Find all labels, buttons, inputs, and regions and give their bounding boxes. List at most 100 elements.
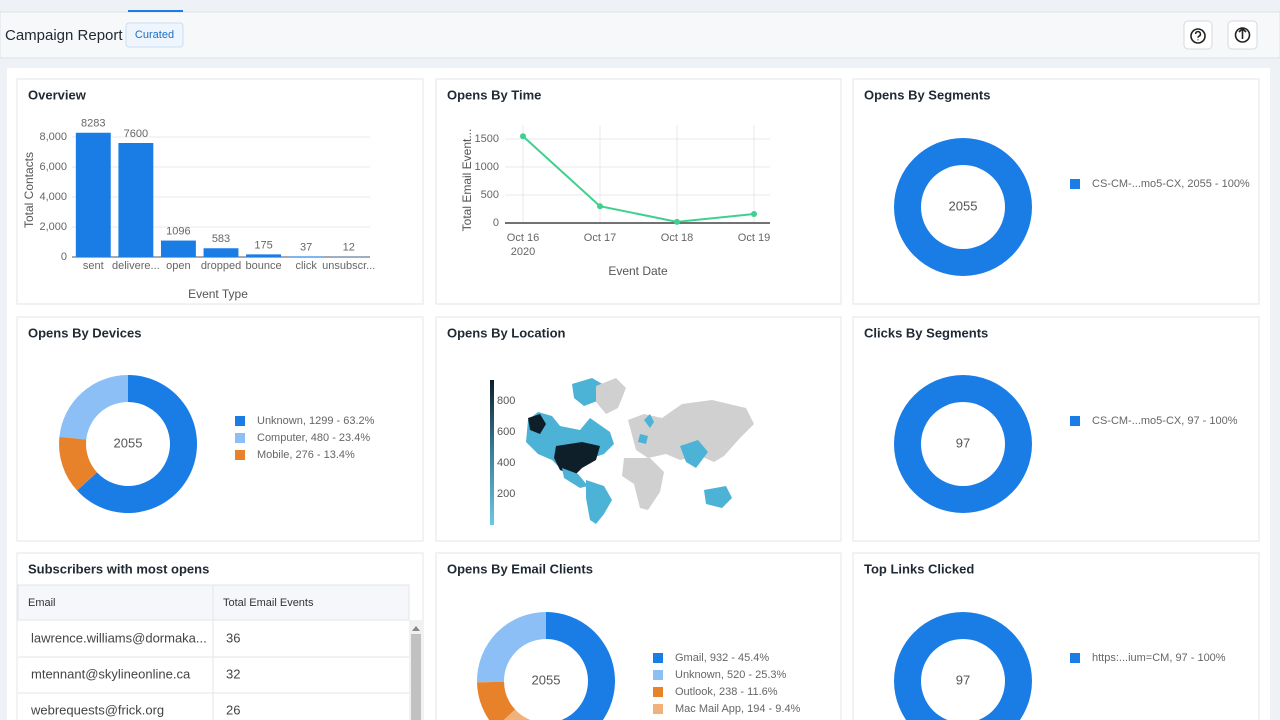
donut-slice <box>477 681 516 720</box>
x-tick-label: click <box>295 260 317 272</box>
help-button[interactable] <box>1183 20 1213 50</box>
column-header: Total Email Events <box>223 597 314 609</box>
export-arrow <box>1238 27 1247 39</box>
donut-center-label: 2055 <box>532 672 561 687</box>
donut-center-label: 97 <box>956 672 970 687</box>
legend-swatch <box>1070 653 1080 663</box>
map-region <box>562 468 588 488</box>
bar-value-label: 37 <box>300 241 312 253</box>
x-tick-label: unsubscr... <box>322 260 375 272</box>
y-tick-label: 500 <box>481 189 499 201</box>
legend-swatch <box>235 450 245 460</box>
donut-slice <box>477 612 546 683</box>
bar <box>75 132 111 257</box>
panel-title: Opens By Location <box>447 325 566 340</box>
bar-value-label: 175 <box>254 239 272 251</box>
donut-slice <box>503 709 531 720</box>
legend-label: https:...ium=CM, 97 - 100% <box>1092 652 1226 664</box>
bar-value-label: 583 <box>212 233 230 245</box>
bar <box>118 143 154 257</box>
x-tick-label: dropped <box>201 260 241 272</box>
colorbar <box>490 380 494 525</box>
x-axis-title: Event Type <box>188 287 248 301</box>
legend-swatch <box>235 416 245 426</box>
table-cell: lawrence.williams@dormaka... <box>31 630 207 645</box>
donut-slice <box>894 138 1032 276</box>
panel-title: Opens By Devices <box>28 325 141 340</box>
legend-swatch <box>653 653 663 663</box>
legend-swatch <box>653 670 663 680</box>
legend-label: Unknown, 520 - 25.3% <box>675 669 787 681</box>
x-tick-label: Oct 16 <box>507 232 539 244</box>
legend-swatch <box>1070 179 1080 189</box>
bar-value-label: 12 <box>343 242 355 254</box>
world-map <box>526 378 754 524</box>
panel <box>16 78 424 305</box>
bar-value-label: 8283 <box>81 118 105 130</box>
badge[interactable] <box>125 22 184 48</box>
donut-slice <box>58 436 98 491</box>
bar <box>203 248 239 257</box>
bar <box>288 256 324 257</box>
map-region <box>628 400 754 462</box>
point <box>520 133 526 140</box>
header-bar <box>0 11 1280 59</box>
x-tick-label: Oct 18 <box>661 232 693 244</box>
legend-label: Unknown, 1299 - 63.2% <box>257 415 375 427</box>
map-region <box>638 414 654 444</box>
y-tick-label: 6,000 <box>39 161 67 173</box>
y-tick-label: 0 <box>61 251 67 263</box>
point <box>674 218 680 225</box>
panel-title: Overview <box>28 87 87 102</box>
legend-label: Mobile, 276 - 13.4% <box>257 449 355 461</box>
x-tick-label: bounce <box>246 260 282 272</box>
colorbar-tick-label: 400 <box>497 457 515 469</box>
y-tick-label: 2,000 <box>39 221 67 233</box>
map-region <box>680 440 708 468</box>
bar <box>160 240 196 257</box>
y-tick-label: 4,000 <box>39 191 67 203</box>
y-tick-label: 8,000 <box>39 131 67 143</box>
donut-center-label: 2055 <box>949 198 978 213</box>
table-cell: 36 <box>226 630 240 645</box>
donut-center-label: 97 <box>956 435 970 450</box>
panel-title: Opens By Email Clients <box>447 561 593 576</box>
column-header: Email <box>28 597 56 609</box>
map-region <box>554 442 600 476</box>
table-cell: 32 <box>226 666 240 681</box>
x-tick-label: Oct 17 <box>584 232 616 244</box>
legend-label: CS-CM-...mo5-CX, 2055 - 100% <box>1092 178 1250 190</box>
panel-title: Opens By Segments <box>864 87 990 102</box>
panel-title: Subscribers with most opens <box>28 561 209 576</box>
x-tick-label: sent <box>83 260 104 272</box>
tab-indicator <box>128 10 183 12</box>
x-tick-year: 2020 <box>511 246 535 258</box>
map-region <box>586 480 612 524</box>
y-tick-label: 1000 <box>475 161 499 173</box>
donut-slice <box>546 612 615 720</box>
bar <box>246 254 282 257</box>
page-title: Campaign Report <box>5 27 123 44</box>
x-tick-label: delivere... <box>112 260 160 272</box>
donut-slice <box>77 375 197 513</box>
point <box>597 203 603 210</box>
point <box>751 211 757 218</box>
legend-swatch <box>235 433 245 443</box>
legend-label: CS-CM-...mo5-CX, 97 - 100% <box>1092 415 1238 427</box>
legend-swatch <box>653 704 663 714</box>
line <box>522 135 755 223</box>
scrollbar-thumb <box>411 634 421 720</box>
panel-title: Opens By Time <box>447 87 541 102</box>
x-axis-title: Event Date <box>608 264 668 278</box>
legend-label: Mac Mail App, 194 - 9.4% <box>675 703 801 715</box>
colorbar-tick-label: 600 <box>497 426 515 438</box>
legend-swatch <box>1070 416 1080 426</box>
y-tick-label: 0 <box>493 217 499 229</box>
help-icon <box>1190 28 1206 44</box>
panel <box>16 552 424 720</box>
x-tick-label: open <box>166 260 190 272</box>
table-cell: mtennant@skylineonline.ca <box>31 666 191 681</box>
colorbar-tick-label: 200 <box>497 488 515 500</box>
